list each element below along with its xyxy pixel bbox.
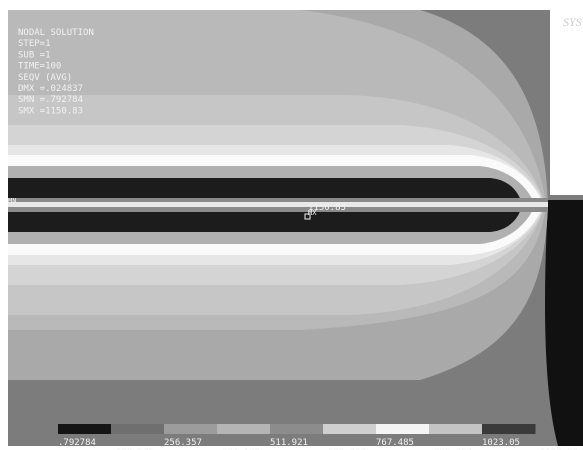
legend-swatch: [376, 424, 430, 434]
max-value: 1150.83: [308, 203, 346, 213]
legend-swatch: [217, 424, 271, 434]
info-line: SMN =.792784: [18, 95, 83, 105]
info-line: STEP=1: [18, 39, 51, 49]
legend-label: 1150.83: [540, 448, 578, 450]
corner-label: SYS: [563, 15, 582, 29]
legend-label: 1023.05: [482, 438, 520, 448]
legend-swatch: [429, 424, 483, 434]
legend-label: 128.575: [116, 448, 154, 450]
legend-swatch: [58, 424, 112, 434]
info-line: TIME=100: [18, 62, 61, 72]
info-line: NODAL SOLUTION: [18, 28, 94, 38]
info-line: DMX =.024837: [18, 84, 83, 94]
legend-swatch: [482, 424, 536, 434]
legend-label: 384.139: [222, 448, 260, 450]
max-marker: MX: [308, 209, 317, 217]
edge-region: [545, 200, 583, 446]
legend-label: 256.357: [164, 438, 202, 448]
legend-swatch: [323, 424, 377, 434]
legend-swatch: [164, 424, 218, 434]
info-line: SEQV (AVG): [18, 73, 72, 83]
blank-corner: [550, 10, 583, 195]
legend-swatch: [111, 424, 165, 434]
max-marker-box: [304, 213, 311, 220]
legend-bar: [58, 424, 536, 434]
legend-label: 895.267: [434, 448, 472, 450]
legend-swatch: [270, 424, 324, 434]
legend-label: .792784: [58, 438, 96, 448]
legend-label: 639.703: [328, 448, 366, 450]
legend-label: 767.485: [376, 438, 414, 448]
info-line: SUB =1: [18, 50, 51, 60]
min-marker: MN: [8, 197, 16, 205]
legend-label: 511.921: [270, 438, 308, 448]
info-line: SMX =1150.83: [18, 106, 83, 116]
center-line: [8, 202, 548, 207]
